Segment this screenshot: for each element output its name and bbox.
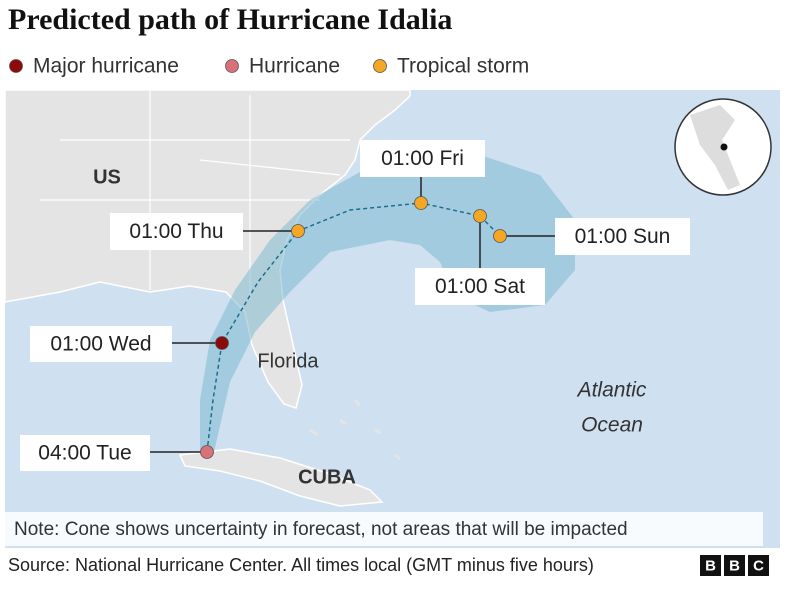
track-label: 01:00 Sun bbox=[575, 225, 671, 248]
place-label: Atlantic bbox=[576, 379, 647, 402]
cuba-land bbox=[178, 448, 384, 507]
label-box bbox=[415, 268, 545, 305]
title: Predicted path of Hurricane Idalia bbox=[8, 3, 452, 36]
islands bbox=[309, 399, 401, 461]
place-label: Florida bbox=[257, 350, 319, 372]
note-box bbox=[5, 512, 763, 546]
note: Note: Cone shows uncertainty in forecast… bbox=[14, 519, 628, 540]
place-label: Ocean bbox=[581, 414, 643, 437]
legend-label: Major hurricane bbox=[33, 55, 179, 78]
logo-block bbox=[724, 555, 745, 576]
legend-label: Hurricane bbox=[249, 55, 340, 78]
logo-letter: B bbox=[729, 557, 740, 574]
logo-letter: C bbox=[753, 557, 764, 574]
track-label: 01:00 Sat bbox=[435, 275, 525, 298]
place-label: US bbox=[93, 166, 121, 188]
track-label: 01:00 Fri bbox=[381, 147, 464, 170]
track-point bbox=[200, 445, 214, 459]
map-area: 04:00 Tue 01:00 Wed 01:00 Thu 01:00 Fri 01:0… bbox=[4, 89, 780, 548]
globe-marker bbox=[720, 143, 728, 151]
legend-label: Tropical storm bbox=[397, 55, 529, 78]
label-box bbox=[360, 140, 485, 177]
label-box bbox=[555, 218, 690, 255]
source: Source: National Hurricane Center. All t… bbox=[8, 555, 594, 575]
track-point bbox=[473, 209, 487, 223]
label-box bbox=[110, 213, 243, 250]
place-label: CUBA bbox=[298, 466, 356, 488]
track-label: 01:00 Wed bbox=[50, 333, 151, 356]
label-box bbox=[20, 435, 150, 471]
track-point bbox=[493, 229, 507, 243]
track-label: 04:00 Tue bbox=[38, 442, 131, 465]
globe-land bbox=[690, 105, 740, 190]
track-label: 01:00 Thu bbox=[129, 220, 223, 243]
legend-swatch bbox=[225, 59, 239, 73]
legend-swatch bbox=[373, 59, 387, 73]
track-point bbox=[291, 224, 305, 238]
track-point bbox=[215, 336, 229, 350]
logo-block bbox=[700, 555, 721, 576]
track-point bbox=[414, 196, 428, 210]
legend-swatch bbox=[9, 59, 23, 73]
state-borders bbox=[40, 90, 350, 300]
logo-block bbox=[748, 555, 769, 576]
logo-letter: B bbox=[705, 557, 716, 574]
label-box bbox=[30, 326, 172, 362]
